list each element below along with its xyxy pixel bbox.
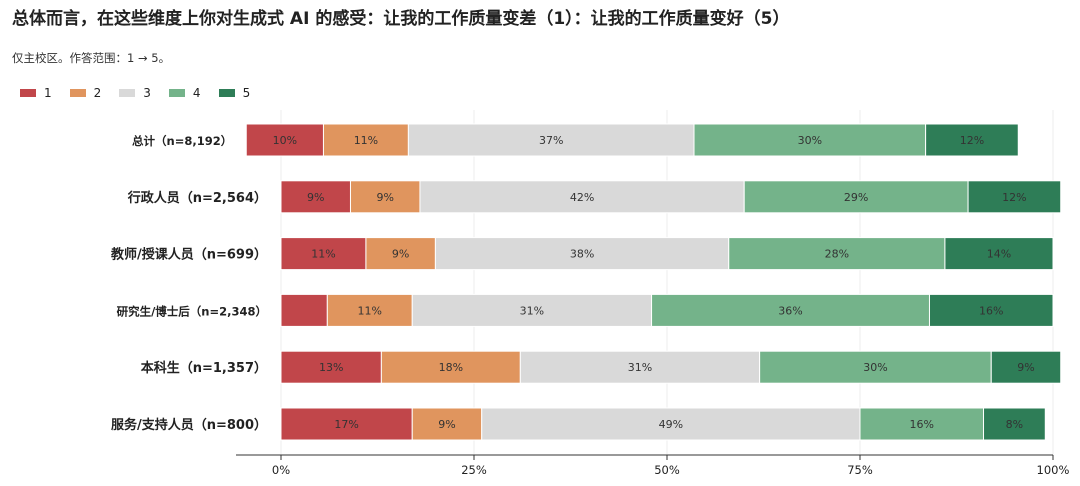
bar-segment-r1-s4 <box>743 180 969 214</box>
bar-segment-r1-s5 <box>967 180 1062 214</box>
data-label-r3-s2: 11% <box>358 304 382 317</box>
bar-segment-r1-s1 <box>280 180 351 214</box>
legend-item-1: 1 <box>20 86 52 100</box>
data-label-r2-s1: 11% <box>311 248 335 261</box>
x-tick-label-4: 100% <box>1037 463 1070 477</box>
data-label-r0-s5: 12% <box>960 134 984 147</box>
row-label-1: 行政人员（n=2,564） <box>127 190 267 206</box>
data-label-r3-s4: 36% <box>778 304 802 317</box>
bar-segment-r3-s5 <box>928 293 1054 327</box>
legend-item-4: 4 <box>168 86 201 100</box>
data-label-r4-s3: 31% <box>628 361 652 374</box>
bar-segment-r2-s3 <box>434 237 730 271</box>
data-label-r5-s4: 16% <box>910 418 934 431</box>
data-label-r2-s2: 9% <box>392 248 409 261</box>
data-label-r0-s3: 37% <box>539 134 563 147</box>
data-label-r3-s3: 31% <box>520 304 544 317</box>
data-label-r3-s5: 16% <box>979 304 1003 317</box>
bar-segment-r0-s2 <box>322 123 409 157</box>
bar-segment-r2-s4 <box>728 237 946 271</box>
bar-segment-r1-s2 <box>349 180 421 214</box>
bar-segment-r3-s1 <box>280 293 328 327</box>
data-label-r0-s1: 10% <box>273 134 297 147</box>
row-label-2: 教师/授课人员（n=699） <box>110 247 267 263</box>
chart-subtitle: 仅主校区。作答范围：1 → 5。 <box>12 51 171 65</box>
data-label-r1-s3: 42% <box>570 191 594 204</box>
legend-label-4: 4 <box>192 86 201 100</box>
legend-swatch-3 <box>119 89 136 97</box>
bar-segment-r0-s5 <box>925 123 1019 157</box>
row-label-5: 服务/支持人员（n=800） <box>111 417 267 433</box>
bar-segment-r2-s5 <box>944 237 1054 271</box>
row-label-0: 总计（n=8,192） <box>132 134 232 148</box>
data-label-r5-s1: 17% <box>334 418 358 431</box>
bar-segment-r4-s2 <box>380 350 521 384</box>
data-label-r2-s4: 28% <box>825 248 849 261</box>
bar-segment-r5-s4 <box>859 407 985 441</box>
row-label-3: 研究生/博士后（n=2,348） <box>117 304 267 318</box>
data-label-r1-s4: 29% <box>844 191 868 204</box>
bar-segment-r4-s5 <box>990 350 1062 384</box>
data-label-r5-s5: 8% <box>1006 418 1023 431</box>
data-label-r1-s5: 12% <box>1002 191 1026 204</box>
x-tick-label-0: 0% <box>272 463 290 477</box>
legend-swatch-5 <box>218 89 235 97</box>
bar-segment-r3-s4 <box>651 293 930 327</box>
bar-segment-r4-s3 <box>519 350 761 384</box>
legend-item-2: 2 <box>69 86 102 100</box>
data-label-r5-s3: 49% <box>659 418 683 431</box>
data-label-r4-s4: 30% <box>863 361 887 374</box>
chart-legend: 1 2 3 4 5 <box>20 86 250 100</box>
data-label-r4-s2: 18% <box>439 361 463 374</box>
x-tick-label-3: 75% <box>847 463 873 477</box>
bar-segment-r4-s4 <box>759 350 992 384</box>
data-label-r4-s5: 9% <box>1017 361 1034 374</box>
data-label-r0-s4: 30% <box>798 134 822 147</box>
legend-item-5: 5 <box>218 86 251 100</box>
bar-segment-r3-s2 <box>326 293 413 327</box>
data-label-r1-s1: 9% <box>307 191 324 204</box>
bar-segment-r0-s3 <box>407 123 695 157</box>
bar-segment-r4-s1 <box>280 350 382 384</box>
legend-label-2: 2 <box>93 86 102 100</box>
data-label-r1-s2: 9% <box>376 191 393 204</box>
bar-segment-r0-s4 <box>693 123 927 157</box>
data-label-r5-s2: 9% <box>438 418 455 431</box>
bar-segment-r5-s5 <box>983 407 1046 441</box>
bar-segment-r3-s3 <box>411 293 653 327</box>
bar-segment-r2-s2 <box>365 237 436 271</box>
legend-label-5: 5 <box>242 86 251 100</box>
legend-item-3: 3 <box>119 86 151 100</box>
legend-swatch-4 <box>168 89 185 97</box>
bar-segment-r2-s1 <box>280 237 367 271</box>
data-label-r0-s2: 11% <box>354 134 378 147</box>
bar-segment-r0-s1 <box>245 123 324 157</box>
legend-label-1: 1 <box>44 86 52 100</box>
legend-label-3: 3 <box>143 86 151 100</box>
data-label-r2-s3: 38% <box>570 248 594 261</box>
bar-segment-r1-s3 <box>419 180 745 214</box>
data-label-r2-s5: 14% <box>987 248 1011 261</box>
bar-segment-r5-s3 <box>481 407 861 441</box>
x-tick-label-1: 25% <box>461 463 487 477</box>
chart-title: 总体而言，在这些维度上你对生成式 AI 的感受：让我的工作质量变差（1）：让我的… <box>12 9 790 29</box>
legend-swatch-2 <box>69 89 86 97</box>
row-label-4: 本科生（n=1,357） <box>141 360 267 376</box>
legend-swatch-1 <box>20 89 36 97</box>
data-label-r4-s1: 13% <box>319 361 343 374</box>
x-tick-label-2: 50% <box>654 463 680 477</box>
